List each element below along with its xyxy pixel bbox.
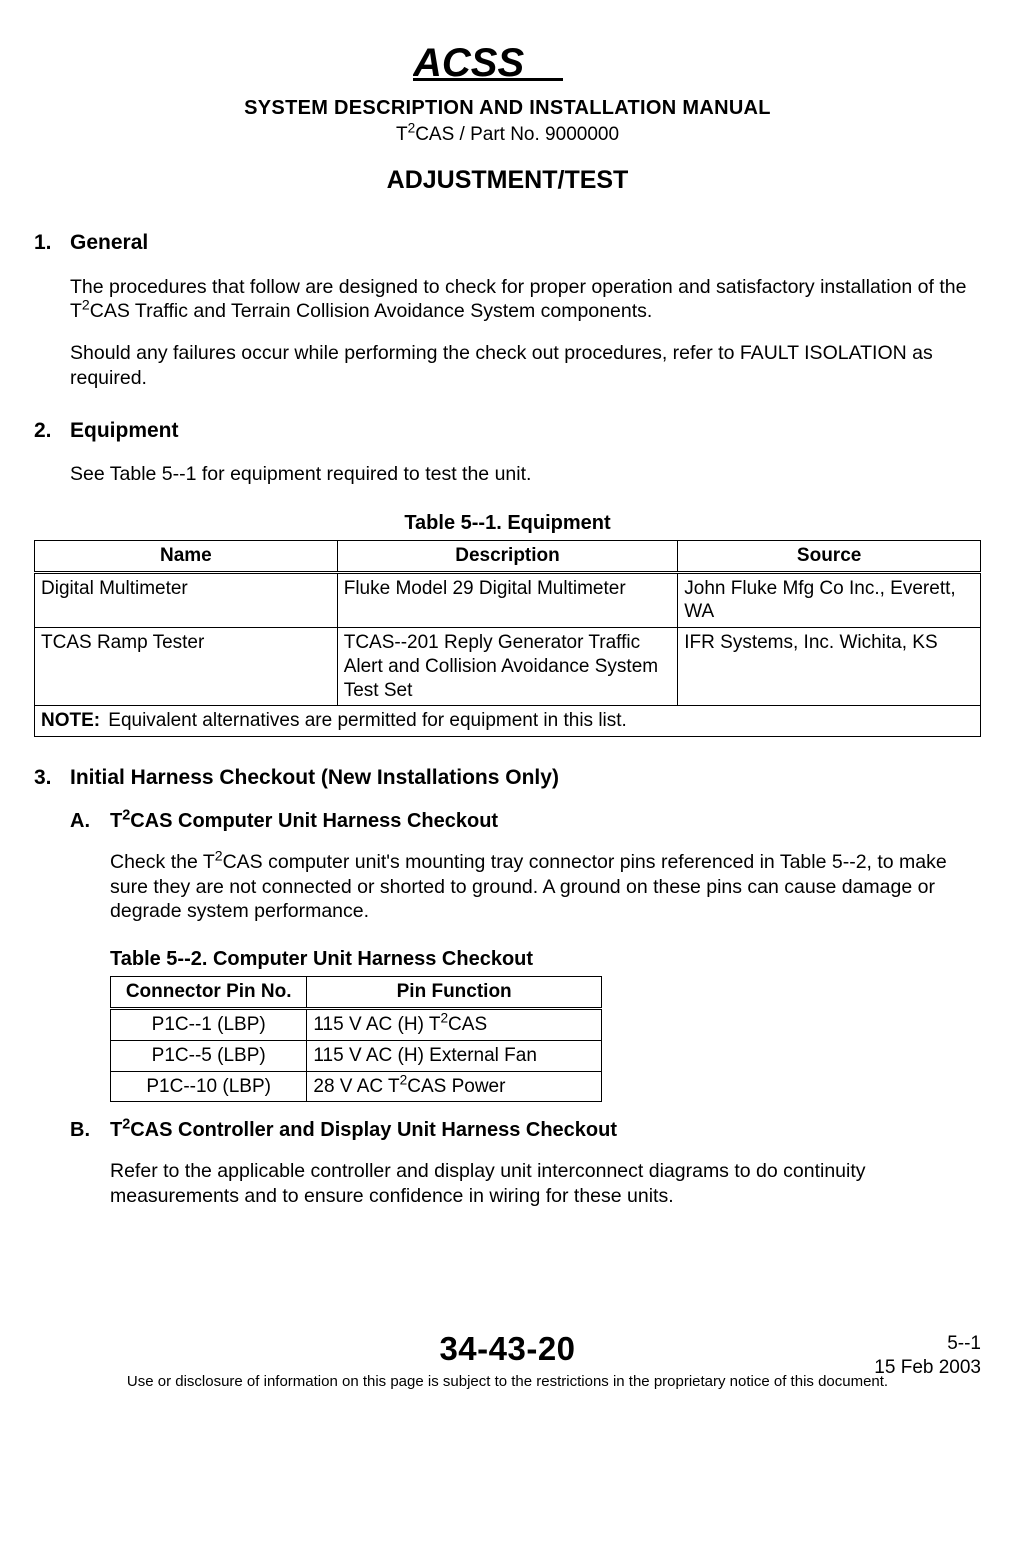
svg-text:ACSS: ACSS [413, 41, 524, 84]
document-subtitle: T2CAS / Part No. 9000000 [34, 123, 981, 147]
paragraph: Refer to the applicable controller and d… [110, 1159, 981, 1208]
page-footer: 34-43-20 5--1 15 Feb 2003 Use or disclos… [34, 1328, 981, 1392]
table-row: Digital Multimeter Fluke Model 29 Digita… [35, 572, 981, 628]
section-equipment: 2. Equipment See Table 5--1 for equipmen… [34, 418, 981, 737]
paragraph: The procedures that follow are designed … [70, 275, 981, 324]
section-harness-checkout: 3. Initial Harness Checkout (New Install… [34, 765, 981, 1208]
table-header: Source [678, 540, 981, 572]
section-number: 3. [34, 765, 70, 791]
equipment-table: Name Description Source Digital Multimet… [34, 540, 981, 737]
company-logo: ACSS [34, 40, 981, 90]
table-caption: Table 5--1. Equipment [34, 511, 981, 536]
table-header: Connector Pin No. [111, 977, 307, 1009]
revision-date: 15 Feb 2003 [874, 1356, 981, 1380]
page-number: 5--1 [874, 1332, 981, 1356]
subsection-heading: A. T2CAS Computer Unit Harness Checkout [70, 809, 981, 834]
table-row: P1C--10 (LBP) 28 V AC T2CAS Power [111, 1071, 602, 1102]
table-header: Pin Function [307, 977, 602, 1009]
page-heading: ADJUSTMENT/TEST [34, 165, 981, 196]
document-title: SYSTEM DESCRIPTION AND INSTALLATION MANU… [34, 96, 981, 121]
proprietary-notice: Use or disclosure of information on this… [34, 1373, 981, 1392]
section-general: 1. General The procedures that follow ar… [34, 230, 981, 390]
section-number: 1. [34, 230, 70, 256]
section-number: 2. [34, 418, 70, 444]
section-title: Equipment [70, 418, 179, 444]
table-header: Description [337, 540, 678, 572]
table-row: TCAS Ramp Tester TCAS--201 Reply Generat… [35, 628, 981, 706]
table-caption: Table 5--2. Computer Unit Harness Checko… [110, 947, 981, 972]
paragraph: Should any failures occur while performi… [70, 341, 981, 390]
table-row: P1C--1 (LBP) 115 V AC (H) T2CAS [111, 1009, 602, 1041]
table-header: Name [35, 540, 338, 572]
section-title: General [70, 230, 148, 256]
document-number: 34-43-20 [34, 1328, 981, 1369]
paragraph: See Table 5--1 for equipment required to… [70, 462, 981, 486]
table-row: P1C--5 (LBP) 115 V AC (H) External Fan [111, 1040, 602, 1071]
paragraph: Check the T2CAS computer unit's mounting… [110, 850, 981, 923]
section-title: Initial Harness Checkout (New Installati… [70, 765, 559, 791]
harness-table: Connector Pin No. Pin Function P1C--1 (L… [110, 976, 602, 1102]
subsection-heading: B. T2CAS Controller and Display Unit Har… [70, 1118, 981, 1143]
table-note-row: NOTE: Equivalent alternatives are permit… [35, 706, 981, 737]
